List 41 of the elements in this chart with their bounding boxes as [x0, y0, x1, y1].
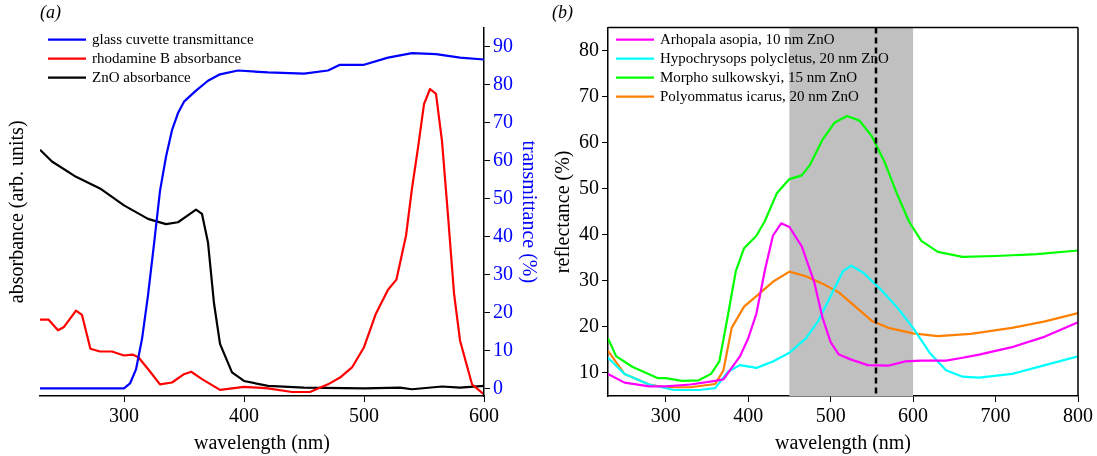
x-axis-title: wavelength (nm) — [774, 431, 912, 455]
x-tick-label: 400 — [733, 404, 764, 427]
y2-tick-label: 50 — [493, 185, 513, 208]
chart-title: (b) — [552, 1, 573, 23]
x-tick-label: 500 — [349, 404, 379, 427]
y-axis-title: absorbance (arb. units) — [5, 120, 29, 304]
x-tick-label: 300 — [650, 404, 681, 427]
y2-tick-label: 30 — [493, 261, 513, 284]
y-tick-label: 10 — [579, 360, 599, 383]
x-axis-title: wavelength (nm) — [193, 431, 331, 455]
x-tick-label: 600 — [898, 404, 929, 427]
y-axis-title: reflectance (%) — [551, 150, 575, 274]
y2-tick-label: 70 — [493, 109, 513, 132]
y-tick-label: 80 — [579, 37, 599, 60]
legend-label: ZnO absorbance — [92, 68, 192, 85]
y-tick-label: 20 — [579, 314, 599, 337]
y2-tick-label: 90 — [493, 33, 513, 56]
chart-title: (a) — [40, 1, 61, 23]
y-tick-label: 50 — [579, 176, 599, 199]
y-tick-label: 60 — [579, 129, 599, 152]
y-tick-label: 30 — [579, 268, 599, 291]
y2-tick-label: 10 — [493, 337, 513, 360]
legend-label: Morpho sulkowskyi, 15 nm ZnO — [660, 68, 858, 85]
legend-label: rhodamine B absorbance — [92, 49, 242, 66]
y2-tick-label: 40 — [493, 223, 513, 246]
legend-label: Polyommatus icarus, 20 nm ZnO — [660, 87, 859, 104]
y2-tick-label: 80 — [493, 71, 513, 94]
y2-tick-label: 60 — [493, 147, 513, 170]
y-tick-label: 40 — [579, 222, 599, 245]
y-tick-label: 70 — [579, 83, 599, 106]
legend-label: glass cuvette transmittance — [92, 30, 254, 47]
x-tick-label: 500 — [815, 404, 846, 427]
x-tick-label: 600 — [469, 404, 499, 427]
y2-axis-title: transmittance (%) — [517, 140, 541, 284]
x-tick-label: 400 — [229, 404, 259, 427]
x-tick-label: 700 — [980, 404, 1011, 427]
y2-tick-label: 0 — [493, 375, 503, 398]
x-tick-label: 300 — [109, 404, 139, 427]
legend-label: Arhopala asopia, 10 nm ZnO — [660, 30, 835, 47]
y2-tick-label: 20 — [493, 299, 513, 322]
x-tick-label: 800 — [1063, 404, 1093, 427]
